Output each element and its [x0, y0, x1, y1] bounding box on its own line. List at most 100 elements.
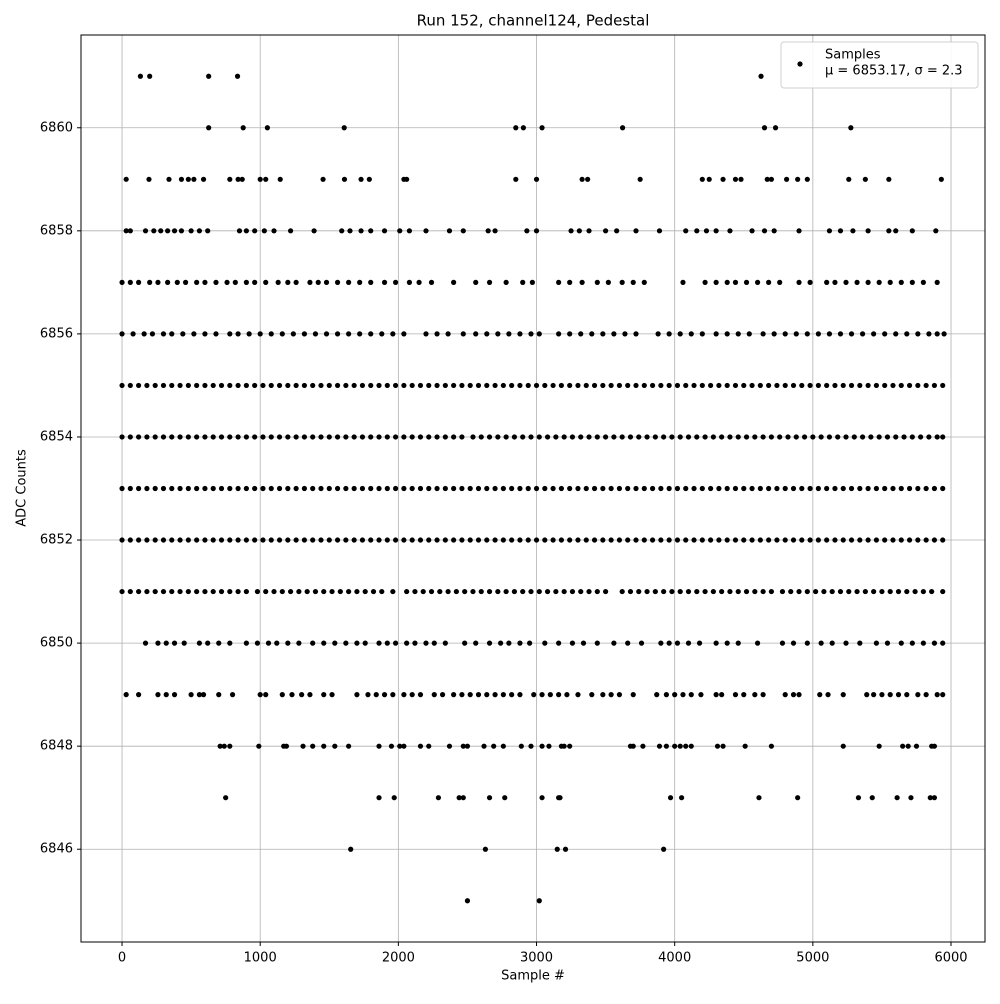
point	[644, 434, 650, 440]
point	[417, 537, 424, 543]
point	[271, 588, 277, 595]
point	[536, 434, 542, 440]
point	[527, 640, 533, 646]
point	[710, 434, 716, 440]
point	[376, 485, 382, 492]
point	[934, 331, 940, 337]
point	[343, 485, 349, 492]
point	[210, 382, 216, 389]
point	[589, 692, 595, 698]
point	[864, 692, 870, 698]
x-tick-label: 1000	[244, 951, 277, 966]
point	[517, 692, 523, 698]
point	[285, 434, 291, 440]
point	[848, 537, 855, 543]
point	[630, 279, 636, 285]
point	[174, 279, 180, 285]
point	[473, 331, 479, 337]
point	[227, 640, 233, 646]
point	[397, 228, 403, 234]
point	[934, 279, 940, 285]
point	[182, 279, 189, 285]
y-tick-label: 6850	[40, 636, 73, 651]
point	[517, 537, 523, 543]
point	[558, 485, 564, 492]
point	[533, 382, 540, 389]
point	[666, 331, 672, 337]
point	[263, 176, 269, 182]
point	[724, 331, 730, 337]
point	[835, 434, 841, 440]
point	[894, 795, 900, 801]
point	[771, 331, 777, 337]
point	[343, 537, 349, 543]
point	[600, 537, 606, 543]
point	[264, 125, 270, 131]
point	[579, 176, 585, 182]
point	[218, 485, 225, 492]
point	[746, 331, 752, 337]
point	[699, 331, 705, 337]
point	[829, 640, 835, 646]
chart-title: Run 152, channel124, Pedestal	[417, 12, 650, 30]
point	[196, 692, 203, 698]
point	[754, 279, 761, 285]
point	[720, 743, 726, 749]
point	[771, 228, 777, 234]
point	[528, 743, 534, 749]
point	[777, 434, 783, 440]
point	[727, 228, 733, 234]
point	[600, 485, 606, 492]
point	[799, 382, 805, 389]
point	[206, 125, 212, 131]
point	[446, 743, 453, 749]
point	[848, 382, 855, 389]
point	[470, 588, 476, 595]
point	[848, 485, 855, 492]
point	[716, 485, 722, 492]
point	[749, 485, 755, 492]
point	[575, 692, 581, 698]
point	[202, 434, 208, 440]
point	[376, 743, 382, 749]
point	[460, 795, 466, 801]
point	[412, 640, 418, 646]
point	[260, 382, 266, 389]
point	[426, 743, 432, 749]
point	[381, 228, 388, 234]
point	[213, 279, 219, 285]
point	[323, 331, 330, 337]
point	[475, 382, 482, 389]
point	[556, 640, 562, 646]
point	[235, 537, 241, 543]
point	[127, 434, 133, 440]
point	[151, 228, 157, 234]
point	[464, 898, 471, 904]
x-tick-label: 5000	[796, 951, 829, 966]
point	[177, 537, 183, 543]
point	[196, 640, 203, 646]
point	[658, 485, 664, 492]
point	[301, 434, 308, 440]
point	[252, 382, 258, 389]
point	[136, 692, 142, 698]
point	[417, 434, 424, 440]
point	[252, 537, 258, 543]
point	[818, 640, 824, 646]
point	[475, 692, 482, 698]
point	[702, 434, 708, 440]
point	[719, 434, 725, 440]
point	[591, 382, 598, 389]
point	[323, 279, 330, 285]
y-axis-label: ADC Counts	[15, 449, 30, 527]
point	[895, 588, 902, 595]
point	[227, 537, 233, 543]
point	[127, 228, 133, 234]
point	[130, 331, 136, 337]
point	[840, 743, 846, 749]
point	[368, 485, 374, 492]
y-tick-label: 6852	[40, 533, 73, 548]
point	[381, 692, 388, 698]
point	[392, 537, 399, 543]
point	[603, 228, 609, 234]
